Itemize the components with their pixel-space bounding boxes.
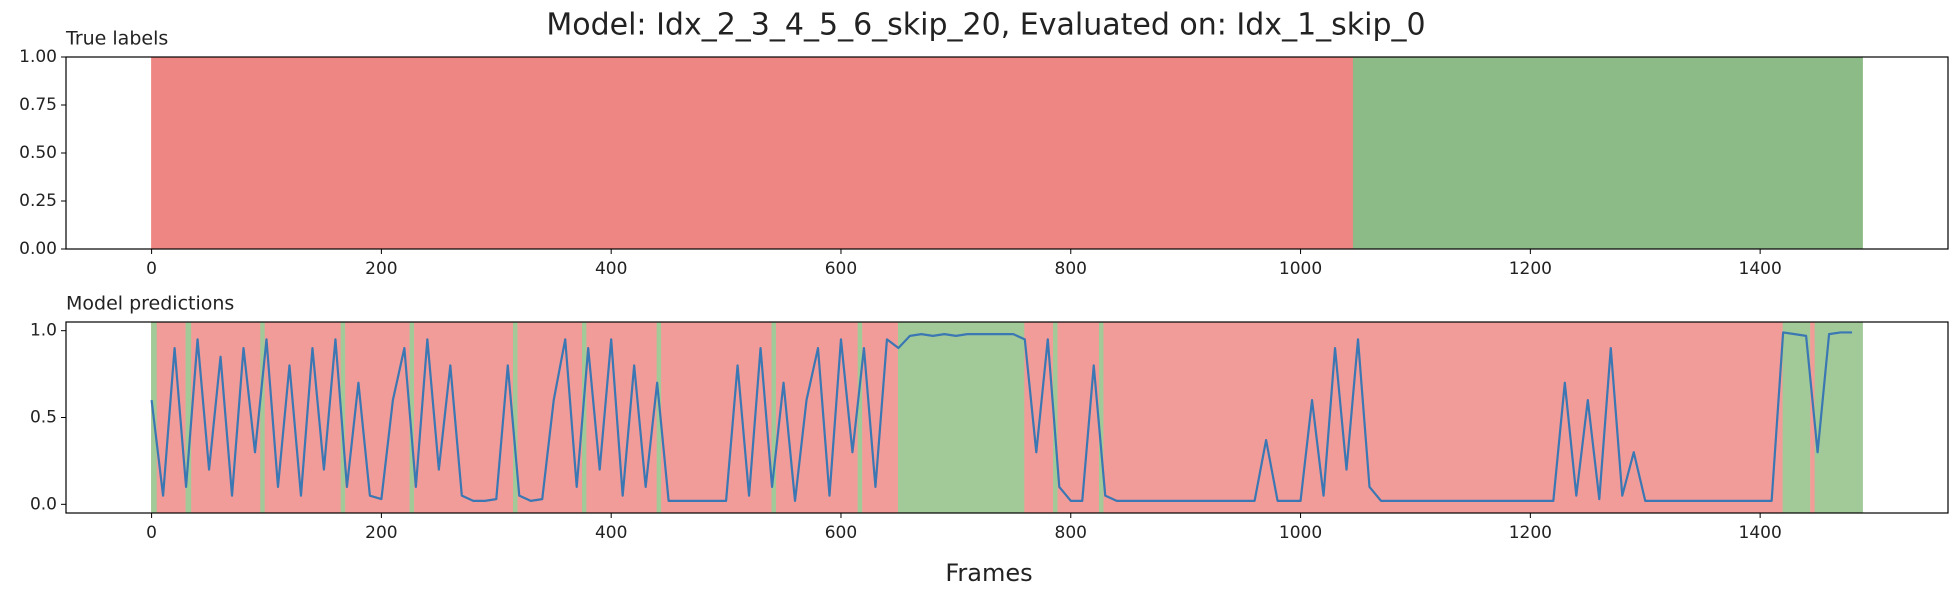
label-span xyxy=(260,321,265,514)
subplot-title: Model predictions xyxy=(66,293,234,315)
prediction-line xyxy=(150,331,1853,502)
x-tick-label: 800 xyxy=(1055,523,1087,543)
x-tick-label: 400 xyxy=(595,259,627,279)
x-tick-label: 800 xyxy=(1055,259,1087,279)
y-tick-label: 0.25 xyxy=(19,191,57,211)
x-tick-label: 1000 xyxy=(1279,523,1322,543)
x-tick-label: 1400 xyxy=(1739,259,1782,279)
figure-title: Model: Idx_2_3_4_5_6_skip_20, Evaluated … xyxy=(546,8,1425,43)
x-tick-label: 0 xyxy=(146,523,157,543)
x-tick-label: 600 xyxy=(825,523,857,543)
label-span xyxy=(1782,321,1863,514)
y-tick-label: 0.0 xyxy=(30,494,57,514)
x-tick-label: 400 xyxy=(595,523,627,543)
y-tick-label: 1.00 xyxy=(19,47,57,67)
label-span xyxy=(151,56,1354,250)
x-tick-label: 600 xyxy=(825,259,857,279)
x-axis-label: Frames xyxy=(945,559,1032,587)
y-tick-label: 0.5 xyxy=(30,408,57,428)
x-tick-label: 1200 xyxy=(1509,259,1552,279)
x-tick-label: 200 xyxy=(365,259,397,279)
label-span xyxy=(897,321,1026,514)
label-span xyxy=(1352,56,1863,250)
label-span xyxy=(513,321,518,514)
subplot-title: True labels xyxy=(65,28,168,50)
label-span xyxy=(1024,321,1784,514)
y-tick-label: 0.50 xyxy=(19,143,57,163)
x-tick-label: 1000 xyxy=(1279,259,1322,279)
x-tick-label: 1400 xyxy=(1739,523,1782,543)
y-tick-label: 0.00 xyxy=(19,239,57,259)
y-tick-label: 0.75 xyxy=(19,95,57,115)
y-tick-label: 1.0 xyxy=(30,321,57,341)
x-tick-label: 200 xyxy=(365,523,397,543)
label-span xyxy=(1098,321,1104,514)
x-tick-label: 1200 xyxy=(1509,523,1552,543)
label-span xyxy=(857,321,863,514)
x-tick-label: 0 xyxy=(146,259,157,279)
